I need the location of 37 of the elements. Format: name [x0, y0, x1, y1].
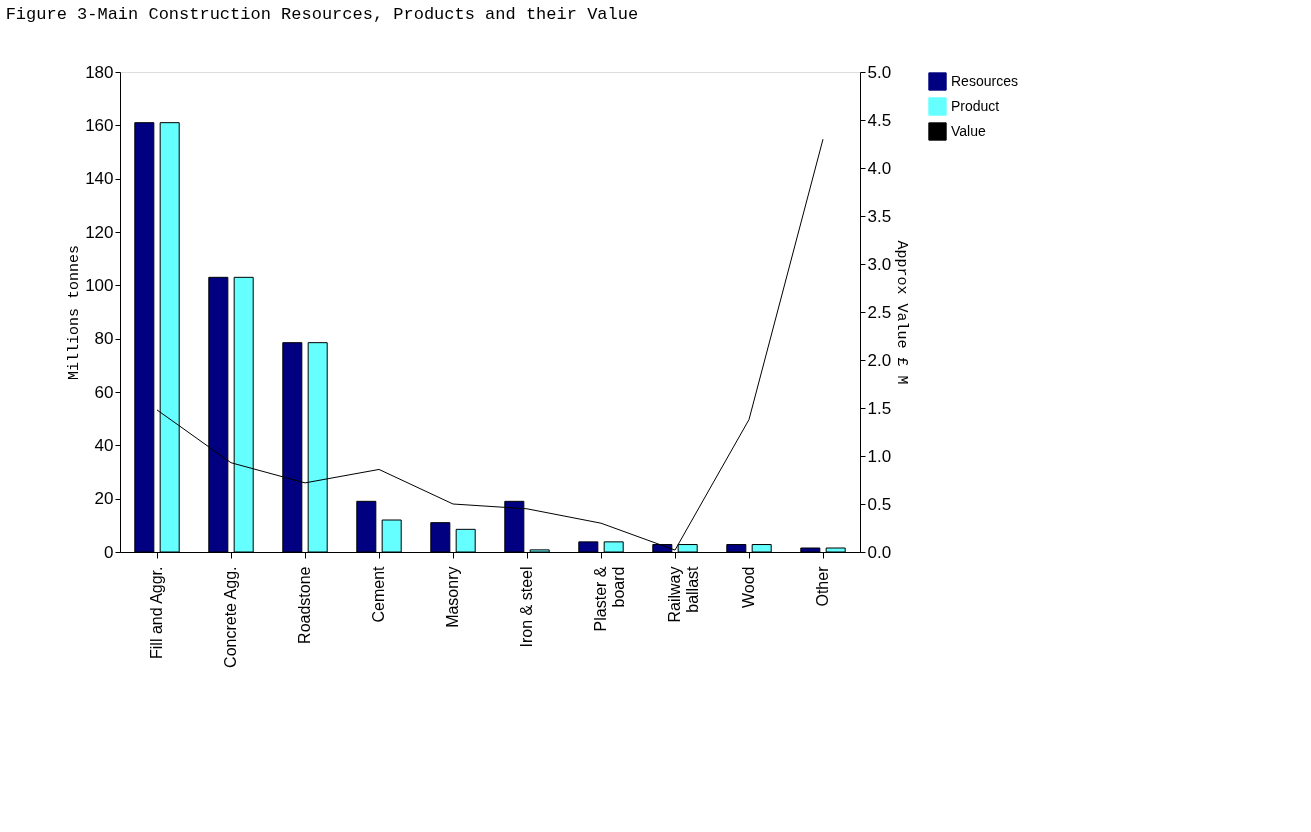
- y-tick-label: 80: [94, 329, 114, 349]
- x-tick-label: Cement: [370, 565, 387, 623]
- y-tick-label: 120: [85, 222, 114, 242]
- y2-tick-label: 0.5: [867, 494, 892, 514]
- x-tick-label: Wood: [740, 566, 757, 609]
- y-tick-label: 140: [85, 169, 114, 189]
- y2-tick-label: 3.0: [867, 254, 892, 274]
- y2-tick-label: 1.0: [867, 446, 892, 466]
- x-tick-label: Railway ballast: [666, 565, 701, 623]
- legend-label: Value: [951, 122, 986, 139]
- x-tick-label: Plaster & board: [592, 566, 627, 632]
- y2-tick-label: 4.5: [867, 110, 892, 130]
- x-tick-label: Roadstone: [296, 566, 313, 644]
- y-tick-label: 160: [85, 115, 114, 135]
- x-tick-label: Other: [814, 565, 831, 607]
- y2-tick-label: 2.5: [867, 302, 892, 322]
- y-tick-label: 20: [94, 489, 114, 509]
- x-tick-label: Concrete Agg.: [222, 566, 239, 668]
- y2-tick-label: 0.0: [867, 542, 892, 562]
- y-tick-label: 60: [94, 382, 114, 402]
- y-tick-label: 40: [94, 435, 114, 455]
- y2-tick-label: 4.0: [867, 158, 892, 178]
- y2-tick-label: 5.0: [867, 62, 892, 82]
- x-tick-label: Fill and Aggr.: [148, 566, 165, 659]
- y2-tick-label: 3.5: [867, 206, 892, 226]
- y-tick-label: 100: [85, 275, 114, 295]
- y-tick-label: 0: [104, 542, 114, 562]
- y2-axis-title: Approx Value £ M: [893, 240, 911, 385]
- y-tick-label: 180: [85, 62, 114, 82]
- y-axis-title: Millions tonnes: [66, 244, 84, 381]
- legend-label: Product: [951, 97, 1000, 114]
- y2-tick-label: 2.0: [867, 350, 892, 370]
- x-tick-label: Iron & steel: [518, 566, 535, 648]
- chart-title: Figure 3-Main Construction Resources, Products and their Value: [5, 5, 639, 24]
- legend-label: Resources: [951, 72, 1018, 89]
- y2-tick-label: 1.5: [867, 398, 892, 418]
- x-tick-label: Masonry: [444, 566, 461, 628]
